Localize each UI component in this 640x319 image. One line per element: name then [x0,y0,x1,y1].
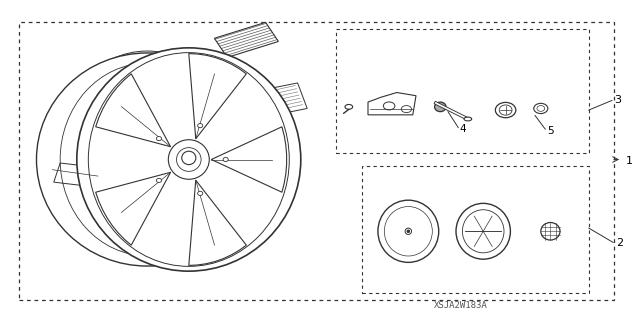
Ellipse shape [534,103,548,114]
Ellipse shape [77,48,301,271]
Text: 3: 3 [614,94,621,105]
Text: 4: 4 [460,124,466,134]
Bar [19,22,614,300]
Polygon shape [368,93,416,115]
Ellipse shape [198,191,203,196]
Text: XSJA2W183A: XSJA2W183A [434,301,488,310]
Ellipse shape [407,230,410,233]
Ellipse shape [405,228,412,234]
Ellipse shape [44,57,250,262]
Ellipse shape [378,200,439,262]
Ellipse shape [223,158,228,161]
Text: 2: 2 [616,238,623,249]
Ellipse shape [464,117,472,121]
Ellipse shape [541,223,560,240]
Bar [336,29,589,153]
Text: 1: 1 [626,156,633,166]
Ellipse shape [36,53,258,266]
Ellipse shape [177,148,201,171]
Ellipse shape [435,102,446,112]
Ellipse shape [495,102,516,118]
Polygon shape [214,22,278,57]
Ellipse shape [156,178,161,182]
Ellipse shape [345,104,353,109]
Text: 5: 5 [547,126,554,136]
Ellipse shape [44,57,250,262]
Polygon shape [234,83,307,121]
Bar [362,166,589,293]
Ellipse shape [156,137,161,141]
Ellipse shape [383,102,395,110]
Ellipse shape [456,204,511,259]
Ellipse shape [198,123,203,128]
Polygon shape [54,163,115,189]
